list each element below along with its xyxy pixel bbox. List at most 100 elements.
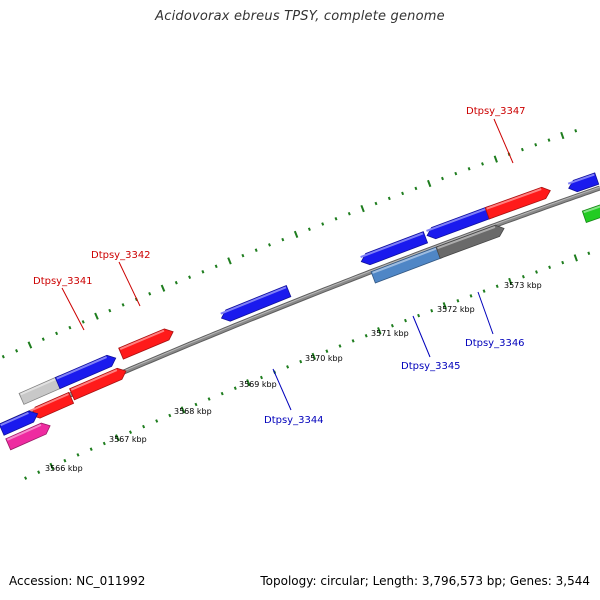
- scale-label: 3570 kbp: [305, 354, 343, 363]
- gene-dtpsy-3342-shine: [119, 329, 165, 350]
- inner-minor-tick: [207, 397, 211, 401]
- inner-minor-tick: [561, 260, 565, 265]
- inner-minor-tick: [37, 470, 41, 474]
- gene-blue-mid: [220, 285, 292, 322]
- outer-minor-tick: [108, 308, 112, 313]
- gene-dtpsy-3346-body: [435, 224, 505, 259]
- inner-minor-tick: [102, 441, 106, 446]
- inner-major-tick: [49, 462, 55, 471]
- inner-minor-tick: [194, 402, 198, 407]
- inner-major-tick: [115, 434, 120, 442]
- topology-text: Topology: circular; Length: 3,796,573 bp…: [260, 574, 590, 588]
- inner-minor-tick: [168, 413, 172, 418]
- inner-minor-tick: [63, 458, 67, 463]
- outer-minor-tick: [55, 331, 59, 336]
- inner-minor-tick: [430, 308, 434, 313]
- inner-minor-tick: [286, 365, 290, 369]
- outer-minor-tick: [481, 162, 484, 166]
- gene-dtpsy-3347-shine: [486, 188, 542, 210]
- inner-minor-tick: [587, 251, 591, 256]
- outer-major-tick: [493, 155, 498, 163]
- outer-minor-tick: [441, 176, 444, 181]
- outer-minor-tick: [81, 320, 85, 324]
- inner-major-tick: [442, 302, 447, 310]
- scale-label: 3573 kbp: [504, 281, 542, 290]
- inner-minor-tick: [482, 289, 486, 293]
- outer-minor-tick: [201, 270, 205, 274]
- inner-minor-tick: [325, 349, 329, 353]
- inner-major-tick: [246, 379, 251, 387]
- inner-minor-tick: [351, 339, 355, 343]
- gene-blue-left: [54, 354, 117, 390]
- outer-major-tick: [293, 230, 299, 239]
- outer-minor-tick: [414, 186, 418, 191]
- gene-blue-edge-shine: [567, 173, 595, 185]
- inner-minor-tick: [390, 323, 394, 328]
- inner-major-tick: [508, 277, 513, 286]
- outer-minor-tick: [281, 237, 285, 242]
- gene-blue-r2: [426, 205, 494, 240]
- inner-major-tick: [180, 406, 186, 414]
- outer-major-tick: [427, 179, 432, 188]
- label-dtpsy-3346: Dtpsy_3346: [465, 338, 525, 349]
- outer-minor-tick: [454, 171, 458, 176]
- outer-minor-tick: [334, 217, 338, 221]
- gene-blue-r1-shine: [360, 232, 424, 258]
- scale-label: 3569 kbp: [239, 380, 277, 389]
- outer-major-tick: [227, 257, 232, 265]
- gene-blue-edge-body: [568, 172, 600, 193]
- outer-minor-tick: [307, 227, 311, 231]
- inner-minor-tick: [233, 386, 237, 390]
- scale-label: 3572 kbp: [437, 305, 475, 314]
- gene-green-edge-body: [581, 202, 600, 223]
- outer-minor-tick: [41, 337, 45, 341]
- outer-minor-tick: [520, 147, 524, 152]
- inner-minor-tick: [155, 419, 159, 423]
- accession-text: Accession: NC_011992: [9, 574, 146, 588]
- gene-blue-low-shine: [0, 411, 29, 427]
- gene-dtpsy-3342-body: [118, 328, 174, 360]
- inner-minor-tick: [495, 284, 499, 289]
- outer-minor-tick: [241, 253, 245, 258]
- gene-magenta-low-body: [5, 422, 51, 451]
- outer-minor-tick: [148, 292, 152, 296]
- inner-minor-tick: [260, 375, 263, 380]
- outer-minor-tick: [347, 211, 351, 216]
- outer-minor-tick: [254, 248, 258, 252]
- gene-blue-low-body: [0, 410, 39, 436]
- gene-dtpsy-3345-shine: [372, 247, 438, 274]
- inner-major-tick: [311, 352, 317, 361]
- scale-label: 3571 kbp: [371, 329, 409, 338]
- leader-dtpsy-3346: [477, 291, 494, 335]
- gene-blue-edge: [567, 172, 600, 193]
- gene-blue-left-body: [54, 354, 117, 390]
- inner-minor-tick: [535, 270, 538, 274]
- leader-dtpsy-3344: [272, 368, 292, 411]
- gene-blue-r2-shine: [426, 206, 490, 232]
- gene-blue-left-shine: [56, 356, 107, 380]
- labels: Dtpsy_3341 Dtpsy_3342 Dtpsy_3347 Dtpsy_3344…: [33, 106, 542, 473]
- scale-ticks: [1, 129, 591, 480]
- inner-minor-tick: [417, 313, 421, 318]
- inner-minor-tick: [299, 359, 303, 364]
- gene-magenta-low: [5, 422, 51, 451]
- outer-minor-tick: [68, 325, 72, 330]
- outer-minor-tick: [188, 275, 192, 279]
- gene-dtpsy-3341-body: [69, 367, 127, 401]
- gene-dtpsy-3347: [484, 186, 551, 220]
- outer-major-tick: [27, 341, 33, 349]
- gene-gray-left-shine: [20, 376, 60, 396]
- scale-label: 3568 kbp: [174, 407, 212, 416]
- scale-label: 3566 kbp: [45, 464, 83, 473]
- outer-minor-tick: [534, 143, 538, 147]
- inner-minor-tick: [364, 334, 368, 338]
- gene-magenta-low-shine: [6, 423, 42, 441]
- leader-dtpsy-3341: [61, 287, 85, 331]
- inner-minor-tick: [142, 424, 146, 429]
- leader-dtpsy-3342: [118, 261, 141, 307]
- outer-minor-tick: [374, 201, 378, 206]
- outer-major-tick: [94, 312, 99, 320]
- gene-dtpsy-3341-shine: [70, 369, 118, 391]
- label-dtpsy-3345: Dtpsy_3345: [401, 361, 461, 372]
